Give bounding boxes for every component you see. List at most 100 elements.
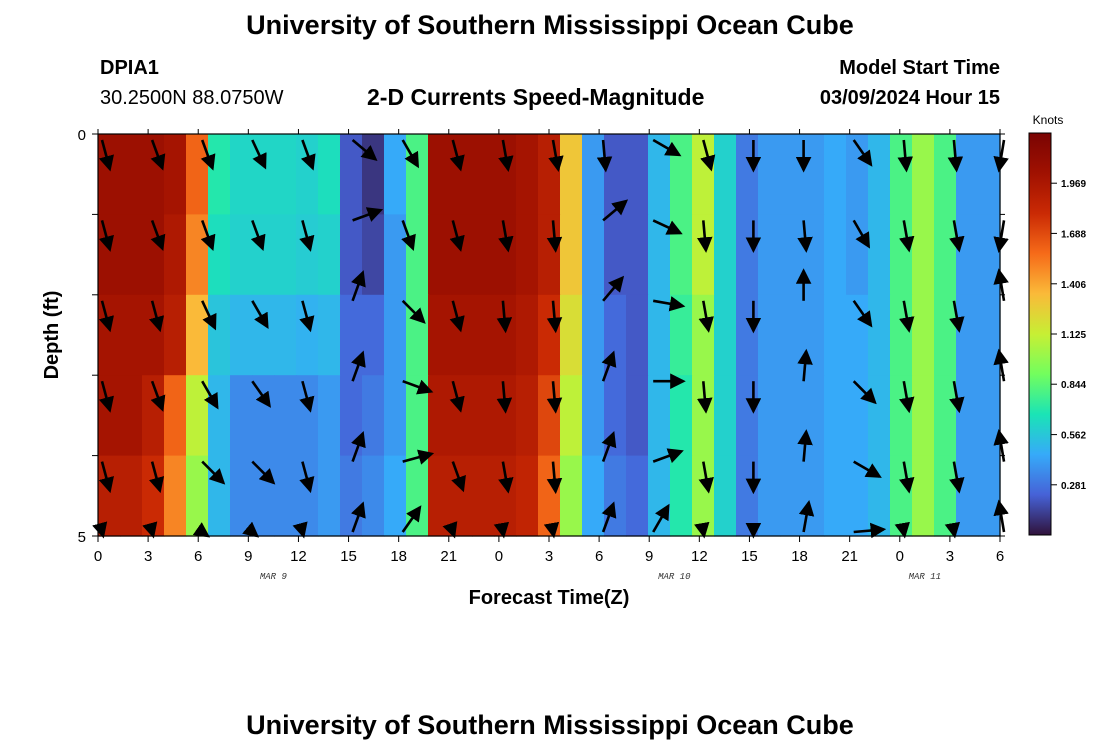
speed-cell: [472, 294, 495, 376]
current-vector: [292, 521, 308, 539]
speed-cell: [494, 455, 517, 537]
speed-cell: [956, 294, 979, 376]
current-vector: [944, 521, 961, 539]
model-start-time: 03/09/2024 Hour 15: [819, 87, 1000, 109]
current-vector: [98, 461, 114, 494]
speed-cell: [934, 294, 957, 376]
current-vector: [698, 461, 714, 494]
current-vector: [201, 300, 217, 331]
current-vector: [351, 270, 366, 302]
speed-cell: [208, 134, 231, 215]
speed-cell: [516, 294, 539, 376]
speed-cell: [494, 134, 517, 215]
current-vector: [852, 139, 873, 167]
speed-cell: [208, 214, 231, 296]
speed-cell: [824, 294, 847, 376]
speed-cell: [582, 294, 605, 376]
current-vector: [947, 139, 964, 173]
current-vector: [449, 380, 465, 413]
speed-cell: [472, 134, 495, 215]
colorbar-tick-label: 0.281: [1061, 481, 1086, 492]
speed-cell: [252, 455, 275, 537]
current-vector: [852, 300, 873, 328]
current-vector: [899, 220, 915, 253]
speed-cell: [120, 375, 143, 457]
x-tick-label: 3: [946, 548, 954, 565]
speed-cell: [230, 294, 253, 376]
current-vector: [899, 380, 915, 414]
speed-cell: [890, 214, 913, 296]
speed-cell: [384, 375, 407, 457]
x-tick-label: 21: [440, 548, 457, 565]
current-vector: [546, 461, 563, 495]
x-tick-label: 12: [290, 548, 307, 565]
current-vector: [700, 139, 716, 172]
colorbar-scale: [1028, 132, 1052, 536]
speed-cell: [824, 455, 847, 537]
speed-cell: [428, 134, 451, 215]
speed-cell: [538, 375, 561, 457]
speed-cell: [340, 134, 363, 215]
current-vector: [797, 429, 813, 462]
speed-cell: [890, 294, 913, 376]
speed-cell: [824, 375, 847, 457]
speed-cell: [164, 455, 187, 537]
current-vector: [652, 448, 684, 464]
speed-cell: [164, 214, 187, 296]
current-vector: [150, 380, 166, 412]
current-vector: [897, 139, 914, 173]
speed-cell: [472, 214, 495, 296]
speed-cell: [98, 375, 121, 457]
current-vector: [201, 460, 226, 485]
current-vector: [299, 220, 315, 252]
x-tick-label: 15: [741, 548, 758, 565]
model-start-label: Model Start Time: [839, 57, 1000, 79]
current-vector: [498, 139, 514, 173]
speed-cell: [648, 455, 671, 537]
current-vector: [852, 380, 877, 405]
speed-cell: [648, 134, 671, 215]
current-vector: [300, 139, 316, 171]
speed-cell: [824, 214, 847, 296]
speed-cell: [428, 455, 451, 537]
date-label: MAR 9: [260, 572, 288, 582]
speed-cell: [362, 134, 385, 215]
current-vector: [142, 521, 158, 539]
speed-cell: [868, 375, 891, 457]
speed-cell: [582, 134, 605, 215]
current-vector: [546, 300, 563, 334]
speed-cell: [626, 214, 649, 296]
speed-cell: [626, 294, 649, 376]
speed-cell: [120, 134, 143, 215]
speed-cell: [736, 214, 759, 296]
speed-cell: [780, 455, 803, 537]
speed-cell: [494, 214, 517, 296]
speed-cell: [428, 375, 451, 457]
speed-cell: [582, 455, 605, 537]
current-vector: [798, 499, 815, 533]
current-vector: [148, 300, 165, 333]
speed-cell: [98, 294, 121, 376]
current-vector: [797, 348, 813, 382]
speed-cell: [560, 214, 583, 296]
speed-cell: [626, 134, 649, 215]
speed-cell: [714, 455, 737, 537]
speed-cell: [472, 375, 495, 457]
current-vector: [498, 220, 514, 253]
page-title: University of Southern Mississippi Ocean…: [246, 10, 854, 40]
y-tick-label: 0: [78, 127, 86, 144]
current-vector: [200, 139, 216, 171]
current-vector: [697, 220, 713, 253]
speed-cell: [670, 134, 693, 215]
speed-cell: [868, 214, 891, 296]
speed-cell: [934, 455, 957, 537]
current-vector: [251, 460, 276, 485]
speed-cell: [494, 375, 517, 457]
speed-cell: [318, 455, 341, 537]
current-vector: [150, 219, 166, 252]
speed-cell: [384, 214, 407, 296]
speed-cell: [208, 294, 231, 376]
speed-cell: [428, 294, 451, 376]
x-tick-label: 0: [94, 548, 102, 565]
speed-cell: [142, 294, 165, 376]
